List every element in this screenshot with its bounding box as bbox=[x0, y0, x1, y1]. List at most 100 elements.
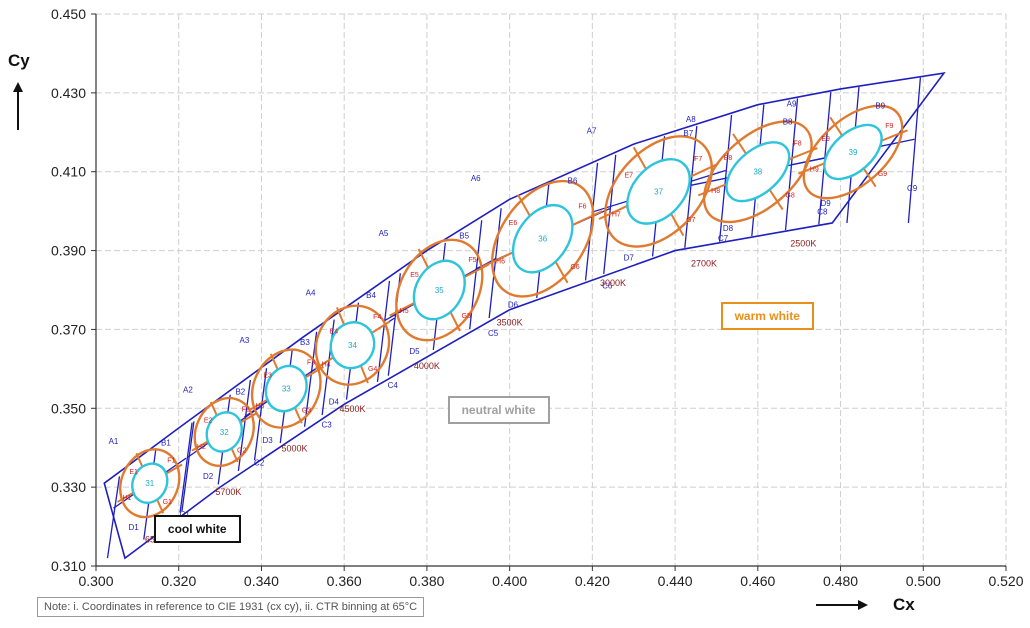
bin-label: C4 bbox=[388, 381, 399, 390]
inner-ellipse bbox=[205, 411, 243, 453]
x-tick-label: 0.400 bbox=[492, 573, 527, 589]
sub-bin-label: G7 bbox=[686, 217, 695, 224]
outer-ellipse bbox=[802, 104, 904, 200]
x-tick-label: 0.300 bbox=[78, 573, 113, 589]
bin-label: D7 bbox=[624, 253, 635, 262]
x-axis-arrow-icon bbox=[816, 600, 868, 610]
bin-label: B9 bbox=[875, 102, 885, 111]
sub-bin-label: G1 bbox=[163, 499, 172, 506]
y-tick-labels: 0.310 0.330 0.350 0.370 0.390 0.410 0.430 0.450 bbox=[51, 6, 96, 574]
sub-bin-label: G3 bbox=[302, 407, 311, 414]
inner-ellipse bbox=[131, 462, 169, 504]
bin-label: B5 bbox=[459, 232, 469, 241]
sub-bin-label: E8 bbox=[724, 155, 733, 162]
outer-ellipse bbox=[193, 396, 255, 467]
bin-divider bbox=[303, 331, 318, 427]
x-tick-label: 0.520 bbox=[988, 573, 1023, 589]
sub-bin-label: H1 bbox=[122, 495, 131, 502]
bin-label: A7 bbox=[587, 126, 597, 135]
x-tick-label: 0.380 bbox=[409, 573, 444, 589]
bin-label: D4 bbox=[329, 397, 340, 406]
sub-bin-label: F9 bbox=[885, 123, 893, 130]
inner-ellipse bbox=[511, 204, 574, 274]
bin-label: C8 bbox=[817, 207, 828, 216]
sub-bin-label: F6 bbox=[578, 203, 586, 210]
bin-label: B6 bbox=[568, 177, 578, 186]
y-tick-label: 0.310 bbox=[51, 558, 86, 574]
inner-ellipse bbox=[725, 141, 791, 203]
x-tick-label: 0.460 bbox=[740, 573, 775, 589]
x-tick-labels: 0.300 0.320 0.340 0.360 0.380 0.400 0.420 0.440… bbox=[78, 566, 1024, 589]
bin-label: D3 bbox=[263, 436, 274, 445]
bin-divider bbox=[684, 125, 698, 248]
x-axis-title: Cx bbox=[893, 595, 915, 614]
bin-label: D5 bbox=[409, 347, 420, 356]
y-tick-label: 0.430 bbox=[51, 85, 86, 101]
bin-divider bbox=[106, 476, 121, 559]
footnote: Note: i. Coordinates in reference to CIE… bbox=[37, 597, 425, 617]
bin-divider bbox=[181, 421, 195, 512]
bin-label: B7 bbox=[683, 129, 693, 138]
inner-ellipse bbox=[412, 259, 466, 321]
inner-ellipse bbox=[626, 158, 691, 225]
x-tick-label: 0.420 bbox=[575, 573, 610, 589]
sub-bin-label: G2 bbox=[237, 448, 246, 455]
y-tick-label: 0.350 bbox=[51, 400, 86, 416]
grid-lines bbox=[95, 13, 1007, 567]
bin-boundary bbox=[103, 72, 946, 560]
ellipse-center-label: 37 bbox=[654, 187, 663, 196]
sub-bin-label: E2 bbox=[204, 418, 213, 425]
sub-bin-label: H2 bbox=[197, 444, 206, 451]
y-tick-label: 0.410 bbox=[51, 164, 86, 180]
bin-label: A2 bbox=[183, 386, 193, 395]
bin-label: D9 bbox=[821, 199, 832, 208]
inner-ellipse bbox=[823, 123, 883, 181]
y-tick-label: 0.390 bbox=[51, 243, 86, 259]
ellipses: 31 32 33 34 35 36 37 38 39 bbox=[117, 104, 908, 519]
sub-bin-label: F5 bbox=[468, 257, 476, 264]
y-axis-title: Cy bbox=[8, 51, 30, 70]
sub-bin-label: F1 bbox=[167, 458, 175, 465]
sub-bin-label: E3 bbox=[263, 373, 272, 380]
bin-label: C7 bbox=[718, 234, 729, 243]
sub-bin-label: H9 bbox=[810, 167, 819, 174]
bin-label: A9 bbox=[787, 99, 797, 108]
ellipse-center-label: 31 bbox=[145, 479, 154, 488]
bin-label: C1 bbox=[180, 510, 191, 519]
ellipse-center-label: 36 bbox=[538, 235, 547, 244]
x-tick-label: 0.440 bbox=[658, 573, 693, 589]
cct-label: 2700K bbox=[691, 258, 717, 268]
bin-label: C9 bbox=[907, 184, 918, 193]
sub-bin-label: G6 bbox=[570, 264, 579, 271]
outer-ellipse bbox=[702, 120, 813, 224]
cct-label: 5700K bbox=[215, 487, 241, 497]
bin-label: A8 bbox=[686, 115, 696, 124]
cct-label: 3000K bbox=[600, 278, 626, 288]
sub-bin-label: H5 bbox=[400, 308, 409, 315]
bin-label: A1 bbox=[109, 437, 119, 446]
inner-ellipse bbox=[329, 321, 376, 370]
sub-bin-label: G9 bbox=[878, 171, 887, 178]
warm-white-label: warm white bbox=[720, 301, 814, 330]
bin-divider bbox=[488, 208, 502, 319]
sub-bin-label: H6 bbox=[496, 259, 505, 266]
cct-label: 5000K bbox=[282, 444, 308, 454]
neutral-white-label: neutral white bbox=[447, 396, 550, 425]
sub-bin-label: H4 bbox=[322, 361, 331, 368]
bin-label: D8 bbox=[723, 224, 734, 233]
bin-label: C6 bbox=[602, 281, 613, 290]
bin-label: B1 bbox=[161, 439, 171, 448]
outer-ellipse bbox=[395, 238, 484, 342]
cct-label: 4000K bbox=[414, 361, 440, 371]
outer-ellipse bbox=[604, 135, 714, 248]
bin-labels: A1B1C1D1E1F1G1H16500KA2B2C2D2E2F2G2H2570… bbox=[109, 99, 918, 544]
x-tick-label: 0.320 bbox=[161, 573, 196, 589]
y-tick-label: 0.450 bbox=[51, 6, 86, 22]
ellipse-center-label: 34 bbox=[348, 341, 357, 350]
y-axis-arrow-icon bbox=[13, 82, 23, 130]
bin-label: A6 bbox=[471, 174, 481, 183]
cool-white-label: cool white bbox=[153, 514, 241, 543]
bin-label: C5 bbox=[488, 329, 499, 338]
y-tick-label: 0.330 bbox=[51, 479, 86, 495]
